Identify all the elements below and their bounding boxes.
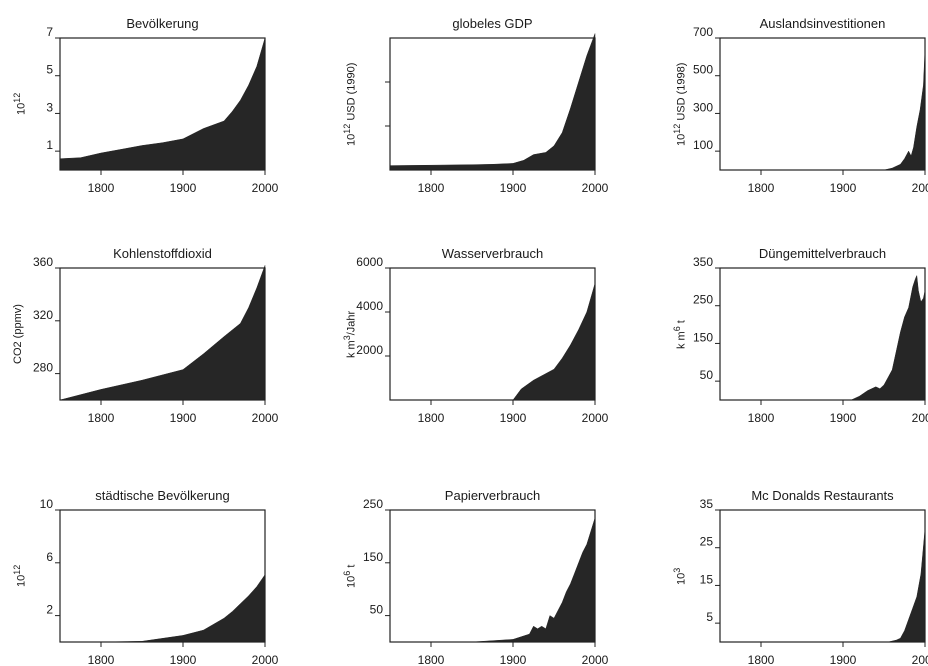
x-tick-label: 2000 [582, 181, 609, 195]
y-tick-label: 50 [700, 368, 714, 382]
x-tick-label: 1800 [418, 181, 445, 195]
x-tick-label: 1900 [830, 411, 857, 425]
x-tick-label: 1800 [748, 181, 775, 195]
x-tick-label: 2000 [252, 653, 279, 666]
x-tick-label: 2000 [252, 181, 279, 195]
x-tick-label: 1800 [88, 653, 115, 666]
x-tick-label: 1900 [830, 181, 857, 195]
plot-frame [389, 267, 596, 401]
series-area [389, 33, 596, 171]
y-tick-label: 15 [700, 572, 714, 586]
chart-title: Bevölkerung [126, 16, 199, 31]
plot-frame [719, 509, 926, 643]
plot-frame [59, 37, 266, 171]
x-tick-label: 2000 [912, 653, 928, 666]
x-tick-label: 1800 [418, 653, 445, 666]
y-tick-label: 2000 [356, 343, 383, 357]
plot-frame [59, 509, 266, 643]
series-area [720, 275, 926, 401]
y-tick-label: 50 [370, 603, 384, 617]
y-tick-label: 700 [693, 25, 713, 39]
y-tick-label: 3 [46, 100, 53, 114]
chart-title: Mc Donalds Restaurants [751, 488, 894, 503]
y-tick-label: 10 [40, 497, 54, 511]
x-tick-label: 1900 [170, 411, 197, 425]
x-tick-label: 2000 [912, 411, 928, 425]
plot-frame [719, 37, 926, 171]
x-tick-label: 1900 [500, 411, 527, 425]
x-tick-label: 1800 [748, 411, 775, 425]
y-tick-label: 150 [693, 330, 713, 344]
x-tick-label: 1900 [170, 181, 197, 195]
x-tick-label: 2000 [582, 411, 609, 425]
chart-title: Wasserverbrauch [441, 246, 544, 261]
x-tick-label: 2000 [912, 181, 928, 195]
y-tick-label: 300 [693, 100, 713, 114]
y-tick-label: 280 [33, 361, 53, 375]
chart-title: globeles GDP [452, 16, 533, 31]
y-tick-label: 500 [693, 63, 713, 77]
plot-frame [389, 509, 596, 643]
series-area [59, 37, 266, 171]
plot-frame [59, 267, 266, 401]
y-tick-label: 150 [363, 550, 383, 564]
y-tick-label: 4000 [356, 299, 383, 313]
series-area [720, 528, 926, 643]
x-tick-label: 1900 [500, 181, 527, 195]
y-tick-label: 5 [706, 610, 713, 624]
chart-title: Papierverbrauch [444, 488, 541, 503]
x-tick-label: 1900 [830, 653, 857, 666]
y-tick-label: 6 [46, 550, 53, 564]
x-tick-label: 2000 [252, 411, 279, 425]
y-tick-label: 350 [693, 255, 713, 269]
y-tick-label: 6000 [356, 255, 383, 269]
plot-frame [719, 267, 926, 401]
y-tick-label: 5 [46, 63, 53, 77]
y-tick-label: 250 [363, 497, 383, 511]
chart-title: Kohlenstoffdioxid [113, 246, 212, 261]
chart-title: Düngemittelverbrauch [758, 246, 887, 261]
x-tick-label: 2000 [582, 653, 609, 666]
y-tick-label: 35 [700, 497, 714, 511]
x-tick-label: 1800 [88, 411, 115, 425]
chart-title: städtische Bevölkerung [95, 488, 230, 503]
y-tick-label: 2 [46, 603, 53, 617]
y-tick-label: 25 [700, 535, 714, 549]
x-tick-label: 1800 [418, 411, 445, 425]
plot-frame [389, 37, 596, 171]
y-tick-label: 360 [33, 255, 53, 269]
y-tick-label: 1 [46, 138, 53, 152]
x-tick-label: 1800 [748, 653, 775, 666]
series-area [390, 517, 596, 643]
x-tick-label: 1900 [500, 653, 527, 666]
x-tick-label: 1800 [88, 181, 115, 195]
y-tick-label: 100 [693, 138, 713, 152]
y-tick-label: 250 [693, 293, 713, 307]
x-tick-label: 1900 [170, 653, 197, 666]
y-tick-label: 320 [33, 308, 53, 322]
chart-title: Auslandsinvestitionen [759, 16, 886, 31]
y-tick-label: 7 [46, 25, 53, 39]
